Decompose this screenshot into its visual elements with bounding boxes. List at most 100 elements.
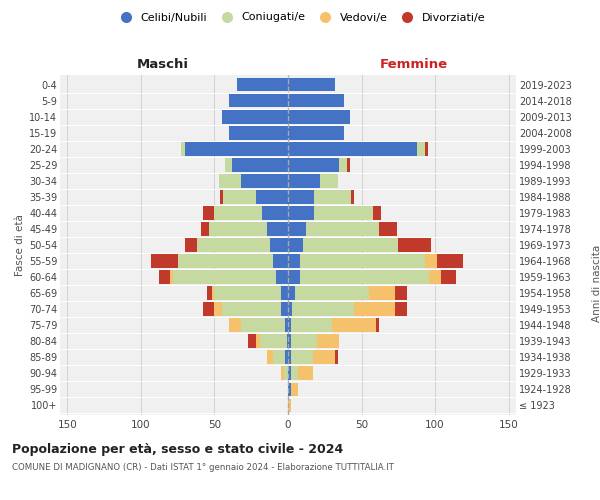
Bar bbox=[229, 126, 288, 140]
Bar bbox=[225, 158, 232, 172]
Bar bbox=[214, 206, 262, 220]
Bar bbox=[291, 382, 298, 396]
Bar bbox=[288, 174, 320, 188]
Bar bbox=[284, 366, 288, 380]
Bar bbox=[288, 158, 340, 172]
Bar bbox=[395, 302, 407, 316]
Bar bbox=[354, 302, 395, 316]
Bar bbox=[201, 222, 209, 236]
Bar bbox=[288, 238, 303, 252]
Bar bbox=[425, 254, 437, 268]
Bar bbox=[340, 158, 347, 172]
Bar bbox=[288, 190, 314, 203]
Bar bbox=[214, 302, 222, 316]
Bar bbox=[303, 238, 398, 252]
Bar bbox=[262, 206, 288, 220]
Bar bbox=[298, 366, 313, 380]
Bar bbox=[295, 286, 369, 300]
Text: Anni di nascita: Anni di nascita bbox=[592, 245, 600, 322]
Bar bbox=[281, 302, 288, 316]
Bar bbox=[288, 382, 291, 396]
Bar bbox=[232, 158, 288, 172]
Bar bbox=[248, 334, 256, 348]
Bar bbox=[241, 318, 285, 332]
Bar bbox=[288, 286, 295, 300]
Y-axis label: Fasce di età: Fasce di età bbox=[14, 214, 25, 276]
Text: COMUNE DI MADIGNANO (CR) - Dati ISTAT 1° gennaio 2024 - Elaborazione TUTTITALIA.: COMUNE DI MADIGNANO (CR) - Dati ISTAT 1°… bbox=[12, 462, 394, 471]
Bar bbox=[273, 254, 288, 268]
Bar bbox=[291, 318, 332, 332]
Bar bbox=[197, 238, 271, 252]
Bar bbox=[185, 238, 197, 252]
Bar bbox=[441, 270, 455, 284]
Bar bbox=[222, 110, 288, 124]
Bar bbox=[209, 222, 268, 236]
Bar bbox=[314, 206, 373, 220]
Bar bbox=[288, 350, 291, 364]
Bar bbox=[351, 190, 354, 203]
Bar bbox=[281, 286, 288, 300]
Bar bbox=[317, 334, 340, 348]
Bar bbox=[398, 238, 431, 252]
Bar bbox=[292, 302, 354, 316]
Text: Femmine: Femmine bbox=[379, 58, 448, 71]
Text: Maschi: Maschi bbox=[137, 58, 188, 71]
Bar bbox=[313, 350, 335, 364]
Bar bbox=[181, 142, 185, 156]
Bar bbox=[170, 270, 173, 284]
Bar bbox=[288, 334, 291, 348]
Bar bbox=[271, 238, 288, 252]
Bar bbox=[291, 366, 298, 380]
Bar bbox=[288, 270, 300, 284]
Bar bbox=[429, 270, 441, 284]
Bar bbox=[369, 286, 395, 300]
Bar bbox=[203, 302, 214, 316]
Bar bbox=[219, 174, 241, 188]
Legend: Celibi/Nubili, Coniugati/e, Vedovi/e, Divorziati/e: Celibi/Nubili, Coniugati/e, Vedovi/e, Di… bbox=[110, 8, 490, 27]
Bar bbox=[314, 190, 351, 203]
Bar bbox=[236, 78, 288, 92]
Bar bbox=[212, 286, 214, 300]
Bar bbox=[223, 190, 256, 203]
Bar bbox=[437, 254, 463, 268]
Bar bbox=[288, 302, 292, 316]
Bar bbox=[229, 94, 288, 108]
Bar bbox=[260, 334, 287, 348]
Bar bbox=[347, 158, 350, 172]
Bar bbox=[268, 350, 273, 364]
Bar bbox=[425, 142, 428, 156]
Bar bbox=[288, 206, 314, 220]
Bar bbox=[291, 334, 317, 348]
Bar bbox=[288, 318, 291, 332]
Bar bbox=[418, 142, 425, 156]
Bar bbox=[305, 222, 379, 236]
Bar bbox=[185, 142, 288, 156]
Bar bbox=[291, 350, 313, 364]
Bar bbox=[320, 174, 338, 188]
Bar bbox=[158, 270, 170, 284]
Bar bbox=[288, 78, 335, 92]
Bar bbox=[222, 302, 281, 316]
Bar bbox=[173, 270, 276, 284]
Bar bbox=[214, 286, 281, 300]
Bar bbox=[288, 254, 300, 268]
Bar bbox=[332, 318, 376, 332]
Bar bbox=[268, 222, 288, 236]
Bar bbox=[300, 270, 429, 284]
Bar bbox=[373, 206, 380, 220]
Bar bbox=[395, 286, 407, 300]
Bar bbox=[220, 190, 223, 203]
Bar bbox=[229, 318, 241, 332]
Bar bbox=[285, 318, 288, 332]
Bar bbox=[273, 350, 285, 364]
Bar bbox=[241, 174, 288, 188]
Bar bbox=[335, 350, 338, 364]
Bar bbox=[288, 94, 344, 108]
Bar bbox=[288, 142, 418, 156]
Bar bbox=[151, 254, 178, 268]
Bar bbox=[288, 398, 291, 412]
Bar bbox=[207, 286, 212, 300]
Bar bbox=[300, 254, 425, 268]
Bar bbox=[288, 110, 350, 124]
Bar bbox=[288, 366, 291, 380]
